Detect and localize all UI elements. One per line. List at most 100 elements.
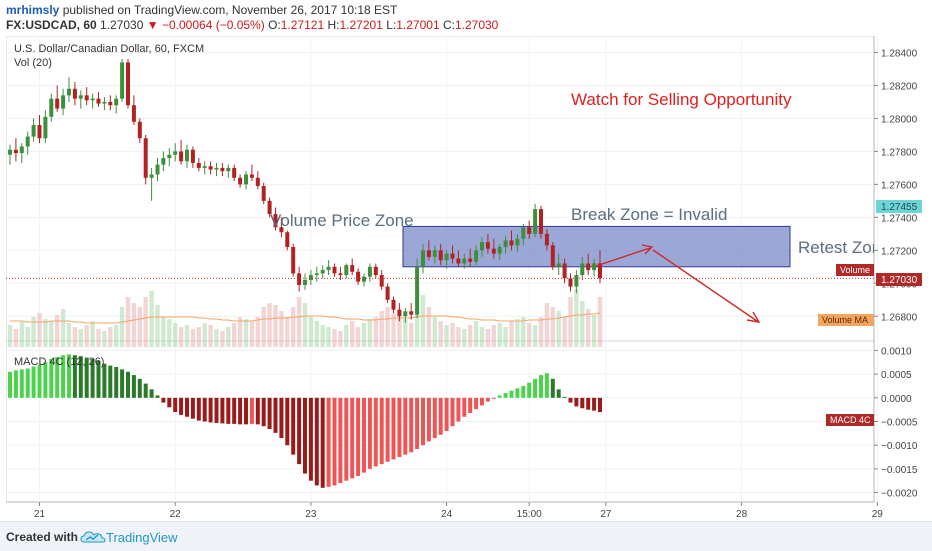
volume-bar — [66, 323, 72, 347]
macd-bar — [308, 397, 313, 481]
chart-area[interactable]: Watch for Selling Opportunity Volume Pri… — [6, 36, 922, 520]
macd-bar — [373, 397, 378, 467]
author-name[interactable]: mrhimsly — [6, 3, 60, 17]
macd-bar — [592, 397, 597, 411]
candle-body — [397, 309, 402, 317]
annotation-watch-selling[interactable]: Watch for Selling Opportunity — [571, 90, 792, 109]
candle-body — [509, 240, 514, 246]
volume-bar — [214, 329, 219, 347]
annotation-retest-zone[interactable]: Retest Zone — [798, 238, 891, 257]
volume-bar — [503, 327, 508, 347]
tradingview-cloud-icon[interactable] — [80, 529, 106, 545]
macd-bar — [344, 397, 349, 481]
chart-header: mrhimsly published on TradingView.com, N… — [0, 0, 932, 34]
macd-bar — [456, 397, 461, 422]
volume-bar — [344, 325, 349, 347]
arrow-down-head — [746, 311, 761, 323]
macd-bar — [220, 397, 225, 424]
macd-bar — [37, 364, 42, 398]
candle-body — [332, 266, 337, 274]
candle-body — [426, 250, 431, 257]
volume-bar — [78, 329, 83, 347]
volume-bar — [208, 325, 213, 347]
candle-body — [8, 149, 12, 155]
candle-body — [533, 209, 538, 234]
candle-body — [185, 149, 189, 162]
candle-body — [96, 98, 101, 104]
volume-bar — [178, 327, 184, 347]
volume-bar — [391, 313, 396, 347]
volume-bar — [491, 325, 496, 347]
candle-body — [149, 174, 154, 178]
volume-bar — [521, 317, 526, 347]
macd-bar — [273, 397, 278, 433]
macd-bar — [131, 375, 136, 398]
label-macd: MACD 4C — [830, 415, 871, 425]
candle-body — [196, 162, 201, 168]
candle-body — [244, 174, 248, 185]
macd-bar — [314, 397, 319, 486]
macd-bar — [31, 366, 36, 398]
candle-body — [338, 273, 343, 276]
macd-bar — [143, 383, 148, 398]
volume-bar — [137, 307, 142, 347]
candle-body — [102, 101, 107, 104]
created-with-text: Created with — [6, 530, 79, 544]
time-tick-label: 24 — [441, 509, 453, 520]
macd-bar — [450, 397, 455, 427]
time-tick-label: 22 — [170, 509, 182, 520]
volume-bar — [497, 323, 502, 347]
ohlc-open-label: O: — [268, 18, 281, 32]
macd-bar — [90, 358, 95, 398]
candle-body — [273, 214, 278, 228]
annotation-volume-price-zone[interactable]: Volume Price Zone — [270, 211, 414, 230]
volume-bar — [556, 311, 561, 347]
macd-bar — [474, 397, 479, 410]
macd-bar — [491, 397, 496, 399]
candle-body — [255, 177, 260, 187]
candle-body — [238, 177, 243, 185]
macd-tick-label: −0.0005 — [881, 418, 918, 429]
price-axis-labels: 1.27455 Volume 1.27030 Volume MA — [818, 200, 922, 326]
candle-body — [586, 263, 591, 271]
macd-bar — [149, 389, 154, 398]
last-price: 1.27030 — [100, 18, 144, 32]
candle-body — [114, 98, 119, 106]
ohlc-low-value: 1.27001 — [396, 18, 440, 32]
candle-body — [468, 258, 473, 262]
macd-bar — [185, 397, 189, 417]
macd-axis-ticks: 0.0010 0.0005 0.0000 −0.0005 −0.0010 −0.0015 −… — [874, 346, 918, 500]
candle-body — [592, 263, 597, 271]
macd-bar — [521, 385, 526, 398]
candle-body — [173, 151, 178, 155]
annotation-break-zone[interactable]: Break Zone = Invalid — [571, 205, 727, 224]
macd-bar — [291, 397, 296, 455]
macd-bar — [485, 397, 490, 402]
macd-bar — [279, 397, 284, 439]
volume-bar — [102, 331, 107, 347]
candle-body — [25, 136, 30, 147]
macd-bar — [362, 397, 366, 473]
chart-canvas[interactable]: Watch for Selling Opportunity Volume Pri… — [6, 36, 922, 520]
candle-body — [568, 278, 573, 287]
macd-bar — [598, 397, 602, 413]
volume-bar — [527, 323, 532, 347]
candle-body — [503, 240, 508, 248]
candle-body — [367, 266, 372, 277]
macd-bar — [232, 397, 237, 424]
volume-bar — [202, 323, 207, 347]
candles — [8, 59, 602, 323]
time-axis-ticks: 21 22 23 24 15:00 27 28 29 — [34, 502, 883, 520]
tradingview-brand[interactable]: TradingView — [106, 530, 178, 545]
candle-body — [432, 250, 437, 257]
volume-bar — [426, 307, 432, 347]
projection-arrows — [595, 244, 761, 323]
ohlc-low-label: L: — [386, 18, 397, 32]
price-zone-rectangle[interactable] — [402, 225, 791, 268]
macd-bar — [226, 397, 231, 424]
macd-bar — [102, 363, 107, 398]
macd-bar — [96, 360, 101, 398]
macd-bar — [444, 397, 449, 431]
volume-bar — [462, 329, 467, 347]
macd-bar — [379, 397, 384, 465]
